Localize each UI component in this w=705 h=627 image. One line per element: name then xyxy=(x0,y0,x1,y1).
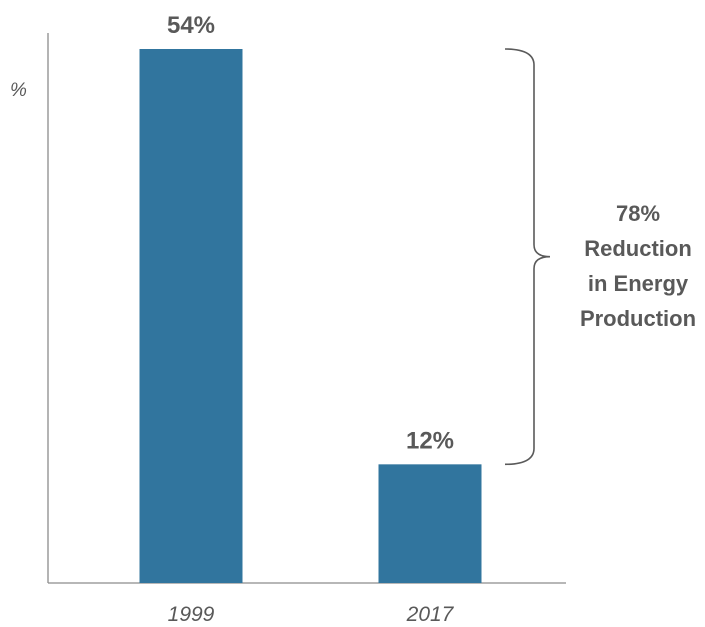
y-axis-label: % xyxy=(10,80,27,101)
annotation-line-4: Production xyxy=(580,306,696,331)
bar-1999 xyxy=(139,49,243,583)
reduction-annotation: 78% Reduction in Energy Production xyxy=(580,201,696,331)
x-tick-label-2017: 2017 xyxy=(406,603,455,626)
reduction-bracket xyxy=(504,48,551,466)
annotation-line-1: 78% xyxy=(616,201,660,226)
x-tick-label-1999: 1999 xyxy=(168,603,215,626)
annotation-line-2: Reduction xyxy=(584,236,692,261)
annotation-line-3: in Energy xyxy=(588,271,689,296)
data-label-1999: 54% xyxy=(167,12,215,39)
bars-group xyxy=(139,49,482,583)
bar-2017 xyxy=(378,464,482,583)
data-label-2017: 12% xyxy=(406,427,454,454)
